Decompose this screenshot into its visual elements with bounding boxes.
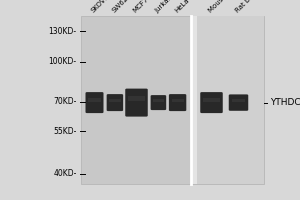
Bar: [153, 99, 164, 102]
Bar: [197, 16, 264, 184]
Text: HeLa: HeLa: [173, 0, 190, 14]
FancyBboxPatch shape: [85, 92, 103, 113]
Bar: [191, 16, 197, 184]
Bar: [88, 98, 101, 102]
Bar: [109, 99, 121, 102]
Text: 100KD-: 100KD-: [48, 58, 76, 66]
FancyBboxPatch shape: [107, 94, 123, 111]
Text: 40KD-: 40KD-: [53, 170, 76, 178]
Text: 55KD-: 55KD-: [53, 127, 76, 136]
Text: Jurkat: Jurkat: [154, 0, 173, 14]
Text: SKOV3: SKOV3: [90, 0, 111, 14]
Bar: [172, 99, 184, 102]
Bar: [232, 99, 245, 102]
FancyBboxPatch shape: [200, 92, 223, 113]
Text: SW620: SW620: [111, 0, 132, 14]
FancyBboxPatch shape: [125, 89, 148, 117]
Text: Rat brain: Rat brain: [234, 0, 261, 14]
FancyBboxPatch shape: [169, 94, 186, 111]
Bar: [203, 98, 220, 102]
Bar: [128, 96, 145, 101]
FancyBboxPatch shape: [229, 94, 248, 111]
Text: YTHDC1: YTHDC1: [270, 98, 300, 107]
Bar: [81, 16, 264, 184]
Text: 130KD-: 130KD-: [48, 26, 76, 36]
FancyBboxPatch shape: [151, 95, 166, 110]
Text: MCF7: MCF7: [132, 0, 150, 14]
Text: 70KD-: 70KD-: [53, 98, 76, 106]
Text: Mouse brain: Mouse brain: [207, 0, 242, 14]
